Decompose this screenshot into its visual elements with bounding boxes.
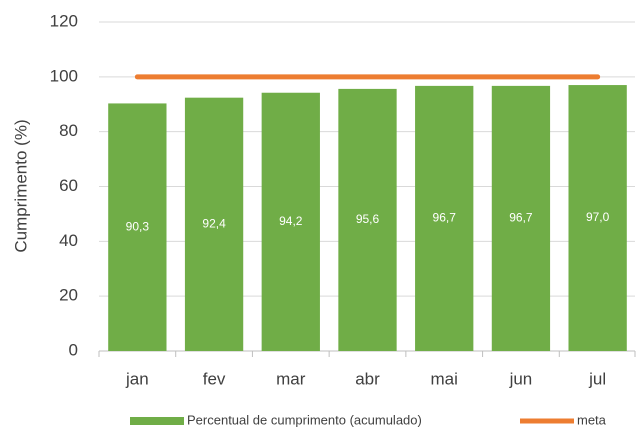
legend-label: meta bbox=[577, 412, 607, 427]
x-tick-label: abr bbox=[355, 369, 380, 388]
x-tick-label: mai bbox=[431, 369, 458, 388]
y-axis-label: Cumprimento (%) bbox=[11, 119, 30, 252]
bar bbox=[108, 103, 167, 352]
value-label: 92,4 bbox=[202, 217, 226, 231]
x-tick-label: jul bbox=[588, 369, 606, 388]
value-label: 96,7 bbox=[433, 211, 457, 225]
legend-swatch bbox=[130, 417, 184, 425]
value-label: 90,3 bbox=[126, 219, 150, 233]
bar bbox=[568, 85, 627, 351]
value-label: 96,7 bbox=[509, 211, 533, 225]
x-tick-label: jun bbox=[509, 369, 533, 388]
x-tick-label: fev bbox=[203, 369, 226, 388]
y-tick-label: 0 bbox=[69, 340, 78, 359]
y-tick-label: 20 bbox=[59, 286, 78, 305]
y-tick-label: 120 bbox=[50, 11, 78, 30]
y-tick-label: 100 bbox=[50, 66, 78, 85]
value-label: 95,6 bbox=[356, 212, 380, 226]
legend-label: Percentual de cumprimento (acumulado) bbox=[187, 412, 422, 427]
value-label: 97,0 bbox=[586, 210, 610, 224]
x-tick-label: jan bbox=[125, 369, 149, 388]
value-label: 94,2 bbox=[279, 214, 303, 228]
bar bbox=[491, 85, 551, 352]
bar bbox=[261, 92, 320, 352]
y-tick-label: 60 bbox=[59, 176, 78, 195]
bar bbox=[184, 97, 244, 351]
y-tick-label: 40 bbox=[59, 231, 78, 250]
y-tick-label: 80 bbox=[59, 121, 78, 140]
bar bbox=[338, 88, 397, 351]
x-tick-label: mar bbox=[276, 369, 306, 388]
bar bbox=[415, 85, 474, 352]
